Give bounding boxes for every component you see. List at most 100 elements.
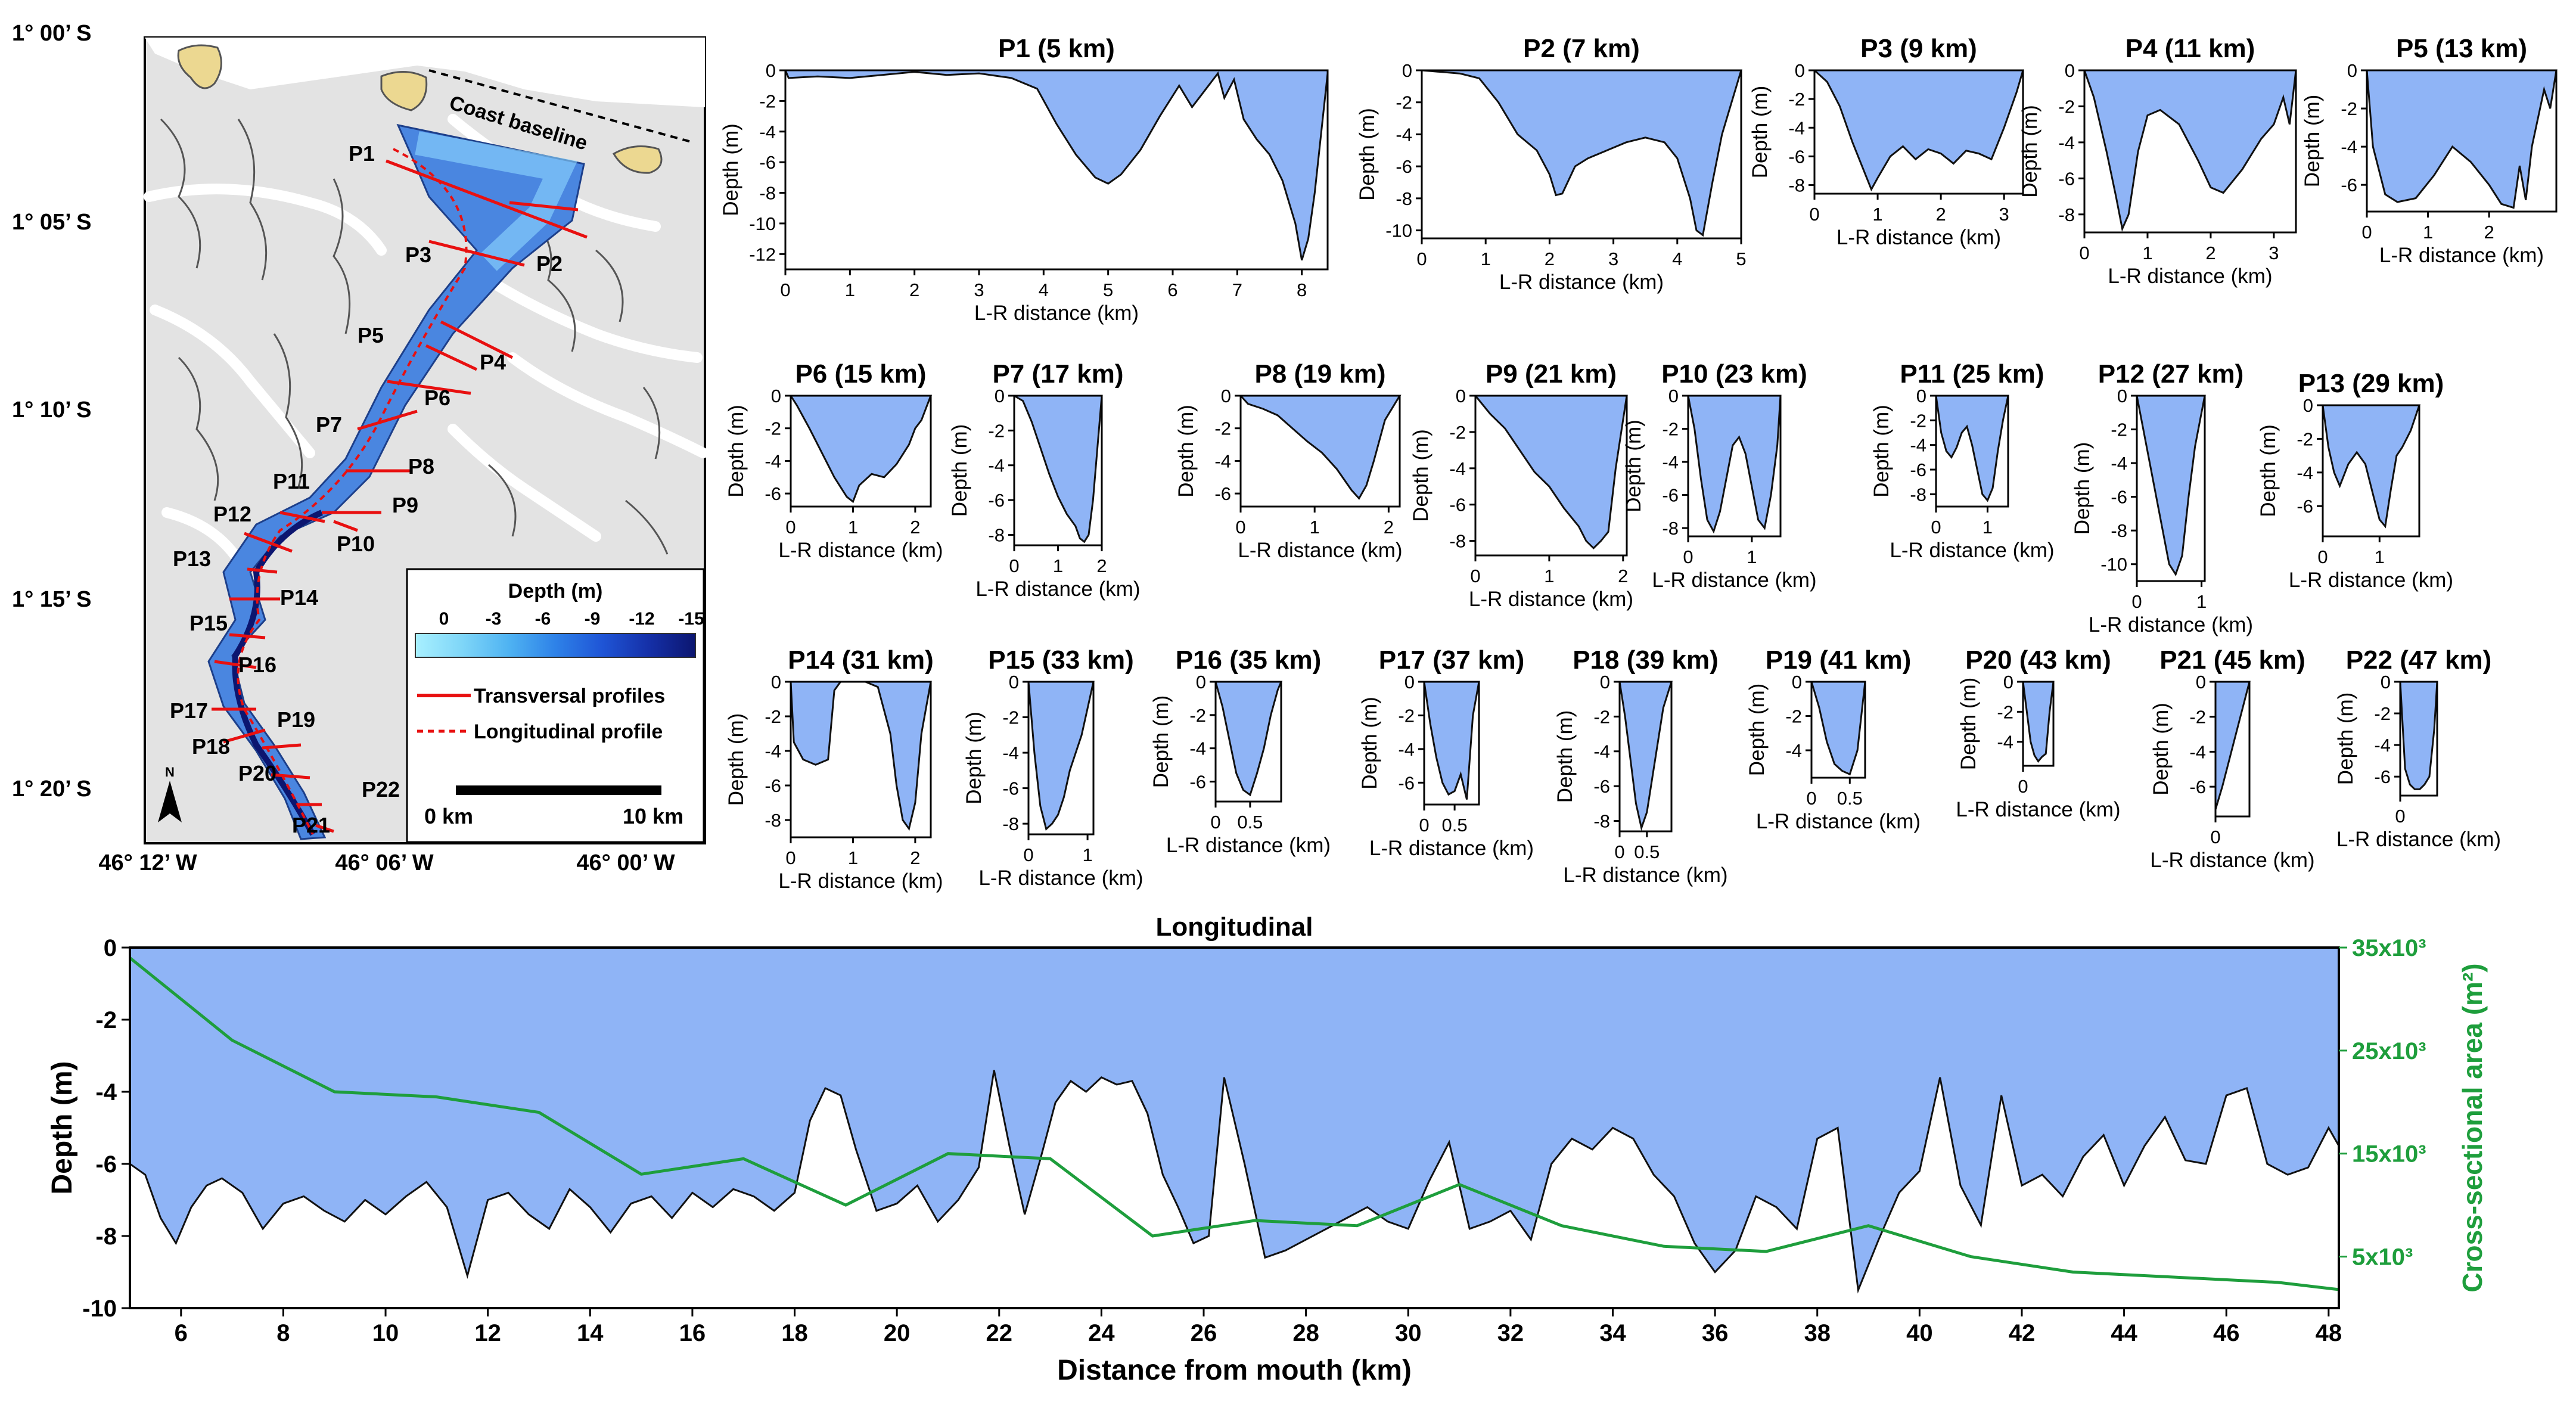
x-axis-label: L-R distance (km) bbox=[1837, 226, 2001, 249]
y-tick-label: -2 bbox=[1662, 419, 1679, 440]
y-tick-label: -4 bbox=[1785, 740, 1802, 761]
x-tick-label: 7 bbox=[1232, 280, 1242, 300]
x-tick-label: 3 bbox=[1999, 204, 2009, 225]
chart-title: P9 (21 km) bbox=[1486, 359, 1617, 389]
x-tick-label: 4 bbox=[1039, 280, 1049, 300]
profile-chart-p17: P17 (37 km)0 0.50-2-4-6L-R distance (km)D… bbox=[1358, 645, 1534, 860]
chart-title: P7 (17 km) bbox=[992, 359, 1123, 389]
profile-label: P18 bbox=[192, 734, 230, 759]
longitudinal-chart: Longitudinal 6 8 10 12 14 16 18 20 22 24 26 28 30 32 34… bbox=[46, 912, 2488, 1386]
legend-longitudinal-label: Longitudinal profile bbox=[474, 721, 663, 743]
y-tick-label: -2 bbox=[2058, 96, 2075, 117]
legend-tick: -6 bbox=[535, 609, 551, 629]
water-area bbox=[790, 681, 932, 831]
y-tick-label: -4 bbox=[1910, 435, 1926, 456]
y-tick-label: 0 bbox=[1404, 672, 1415, 692]
y-tick-label: -2 bbox=[2297, 428, 2313, 449]
profile-label: P8 bbox=[408, 454, 434, 479]
y-tick-label: 0 bbox=[771, 672, 781, 692]
chart-title: P22 (47 km) bbox=[2346, 645, 2492, 675]
profile-label: P19 bbox=[277, 707, 315, 732]
x-tick-label: 0.5 bbox=[1634, 841, 1660, 862]
profile-line bbox=[509, 201, 579, 212]
x-tick-label: 6 bbox=[175, 1320, 188, 1346]
y-tick-label: -4 bbox=[2374, 735, 2391, 756]
profile-line bbox=[271, 773, 310, 780]
y-tick-label: 0 bbox=[766, 60, 776, 81]
y-tick-label: -10 bbox=[82, 1296, 117, 1322]
y-tick-label: -4 bbox=[1449, 458, 1466, 479]
y-axis-label: Depth (m) bbox=[725, 713, 748, 806]
y-tick-label: -4 bbox=[1189, 738, 1206, 759]
y-tick-label: -6 bbox=[1002, 778, 1019, 799]
plot-frame bbox=[1618, 681, 1673, 833]
mangrove-creek-lines bbox=[160, 118, 669, 555]
longitude-label: 46° 12’ W bbox=[98, 850, 197, 875]
y-tick-label: -4 bbox=[1788, 117, 1805, 138]
profile-line bbox=[315, 824, 334, 833]
y-tick-label: -8 bbox=[1002, 813, 1019, 834]
y-tick-label: -8 bbox=[988, 524, 1005, 545]
y-axis-label: Depth (m) bbox=[1745, 684, 1769, 777]
x-tick-label: 8 bbox=[276, 1320, 290, 1346]
y-tick-label: -4 bbox=[1997, 732, 2013, 753]
y-axis-label: Depth (m) bbox=[1622, 420, 1645, 513]
x-tick-label: 0 bbox=[2079, 243, 2089, 263]
x-tick-label: 3 bbox=[2269, 243, 2279, 263]
chart-title: P16 (35 km) bbox=[1176, 645, 1322, 675]
x-axis-label: L-R distance (km) bbox=[2089, 613, 2253, 636]
x-tick-label: 40 bbox=[1906, 1320, 1933, 1346]
water-area bbox=[1421, 69, 1743, 237]
profile-chart-p8: P8 (19 km) 0 1 2 0 -2 -4 -6 L-R distance (km) Dep… bbox=[1174, 359, 1403, 562]
plot-frame bbox=[1421, 69, 1742, 240]
chart-title: P5 (13 km) bbox=[2396, 34, 2527, 63]
y-tick-label: -2 bbox=[2111, 420, 2127, 440]
y-axis-label: Depth (m) bbox=[1409, 429, 1433, 522]
plot-frame bbox=[1423, 681, 1480, 806]
plot-frame bbox=[1813, 69, 2024, 195]
y-tick-label: -2 bbox=[2341, 98, 2357, 119]
y-tick-label: -2 bbox=[1910, 410, 1926, 431]
y-tick-label: -6 bbox=[1189, 772, 1206, 793]
x-tick-label: 26 bbox=[1191, 1320, 1217, 1346]
profile-label: P12 bbox=[213, 502, 251, 526]
water-area bbox=[1473, 395, 1628, 549]
y-tick-label: 0 bbox=[1221, 386, 1231, 406]
x-axis-label: L-R distance (km) bbox=[778, 539, 943, 562]
profile-chart-p5: P5 (13 km) 0 1 2 0 -2 -4 -6 L-R distance (km) Dep… bbox=[2301, 34, 2558, 267]
y-tick-label: -6 bbox=[1788, 146, 1805, 167]
legend-tick: -12 bbox=[629, 609, 654, 629]
x-axis-label: L-R distance (km) bbox=[1956, 798, 2120, 821]
y-tick-label: -4 bbox=[2189, 741, 2206, 762]
x-tick-label: 2 bbox=[909, 280, 919, 300]
y-axis-label: Depth (m) bbox=[2301, 95, 2324, 188]
y-tick-label: -4 bbox=[2297, 462, 2313, 483]
x-tick-label: 0 bbox=[2395, 806, 2405, 827]
plot-frame bbox=[2022, 681, 2055, 767]
y-tick-label: -2 bbox=[1214, 418, 1231, 439]
x-tick-label: 44 bbox=[2111, 1320, 2137, 1346]
y2-tick-label: 5x10³ bbox=[2352, 1244, 2413, 1271]
x-tick-label: 0 bbox=[1009, 555, 1019, 576]
y-tick-label: -6 bbox=[95, 1151, 117, 1178]
y-axis-label: Depth (m) bbox=[1870, 405, 1893, 498]
x-tick-label: 0 bbox=[785, 517, 796, 538]
y-tick-label: -6 bbox=[1396, 156, 1412, 177]
x-tick-label: 1 bbox=[1747, 546, 1757, 567]
water-area bbox=[1812, 69, 2025, 192]
x-tick-label: 2 bbox=[2205, 243, 2215, 263]
chart-title: P2 (7 km) bbox=[1523, 34, 1640, 63]
x-axis-label: L-R distance (km) bbox=[778, 869, 943, 893]
x-tick-label: 20 bbox=[884, 1320, 911, 1346]
chart-title: P17 (37 km) bbox=[1379, 645, 1525, 675]
scale-start-label: 0 km bbox=[424, 804, 473, 828]
y-tick-label: 0 bbox=[2003, 672, 2013, 692]
water-area bbox=[2136, 395, 2206, 577]
profile-label: P4 bbox=[480, 350, 506, 374]
x-tick-label: 1 bbox=[2423, 222, 2433, 243]
y-tick-label: 0 bbox=[1196, 672, 1206, 692]
profile-label: P10 bbox=[337, 532, 375, 556]
x-tick-label: 0 bbox=[1210, 812, 1220, 833]
x-tick-label: 1 bbox=[1481, 249, 1491, 269]
water-area bbox=[2399, 681, 2438, 790]
